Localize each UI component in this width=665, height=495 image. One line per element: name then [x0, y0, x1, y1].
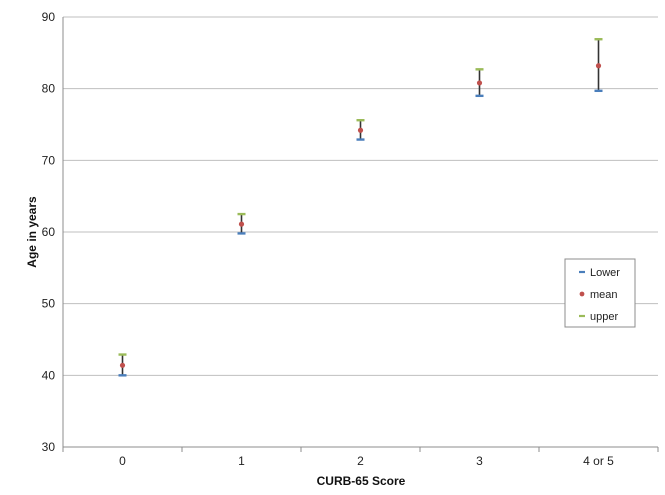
x-tick-label: 0 [119, 454, 126, 468]
mean-point [476, 80, 483, 86]
y-tick-label: 70 [42, 153, 56, 167]
legend-label: upper [590, 311, 618, 323]
y-axis-title: Age in years [25, 196, 39, 268]
x-tick-label: 2 [357, 454, 364, 468]
legend-box [564, 258, 636, 328]
legend-label: Lower [590, 267, 620, 279]
mean-point [595, 63, 602, 69]
y-tick-label: 30 [42, 440, 56, 454]
x-tick-label: 1 [238, 454, 245, 468]
data-markers [118, 38, 603, 377]
y-tick-label: 40 [42, 368, 56, 382]
y-tick-label: 80 [42, 82, 56, 96]
mean-point [357, 127, 364, 133]
y-tick-label: 90 [42, 10, 56, 24]
legend-label: mean [590, 289, 618, 301]
legend: Lower mean upper [564, 258, 636, 328]
y-tick-label: 50 [42, 297, 56, 311]
x-tick-label: 4 or 5 [583, 454, 614, 468]
y-tick-label: 60 [42, 225, 56, 239]
mean-point [238, 221, 245, 227]
legend-marker [579, 291, 585, 297]
gridlines [63, 16, 658, 376]
mean-point [119, 362, 126, 368]
x-tick-label: 3 [476, 454, 483, 468]
axes: 30 40 50 60 70 80 90 0 1 2 3 4 or 5 [42, 10, 659, 468]
x-axis-title: CURB-65 Score [317, 474, 406, 488]
